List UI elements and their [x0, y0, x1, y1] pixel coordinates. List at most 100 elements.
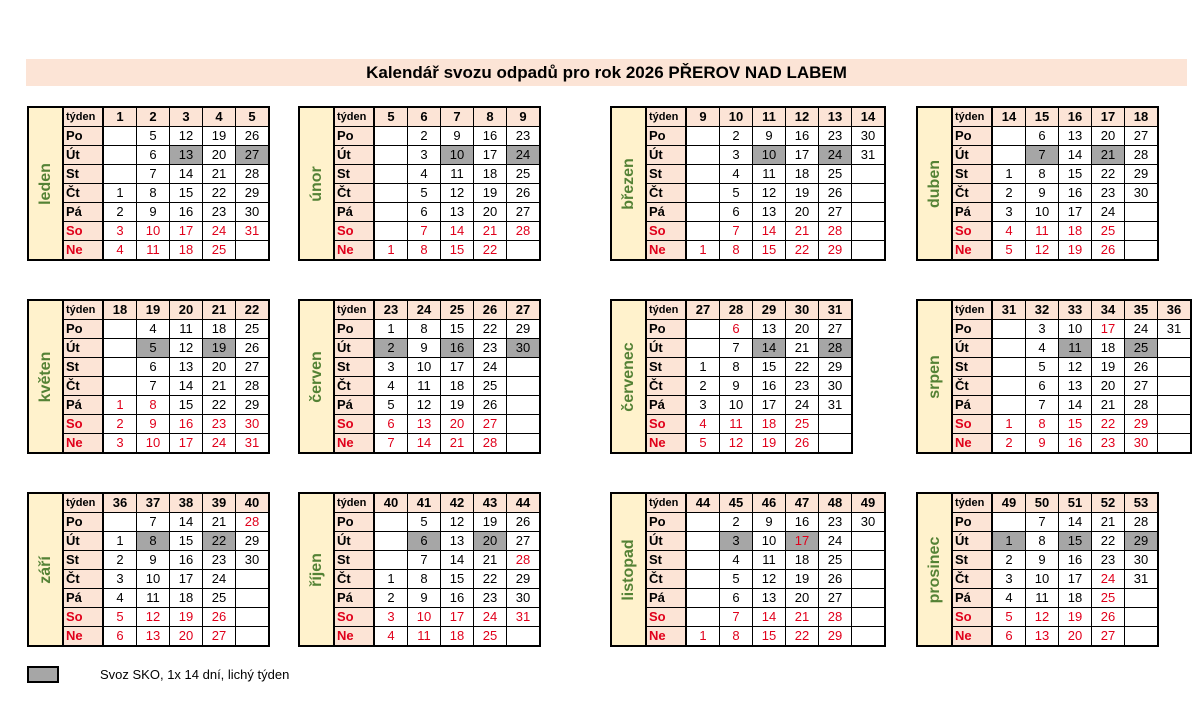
day-cell: 5	[407, 512, 441, 532]
day-name: Pá	[645, 588, 687, 608]
week-number: 48	[818, 492, 852, 513]
day-cell: 3	[102, 221, 137, 241]
day-cell: 5	[407, 183, 441, 203]
day-cell	[373, 531, 408, 551]
day-name: Po	[951, 319, 993, 339]
day-name: So	[951, 414, 993, 434]
day-cell: 14	[407, 433, 441, 454]
day-cell	[373, 126, 408, 146]
week-number: 1	[102, 106, 137, 127]
day-name: Pá	[645, 395, 687, 415]
day-cell: 8	[1025, 414, 1059, 434]
week-number: 41	[407, 492, 441, 513]
day-cell: 4	[685, 414, 720, 434]
month-name: srpen	[925, 354, 943, 399]
month-label: květen	[27, 299, 64, 454]
day-name: Čt	[333, 569, 375, 589]
day-cell: 5	[685, 433, 720, 454]
week-number: 10	[719, 106, 753, 127]
month-label: duben	[916, 106, 953, 261]
day-name: St	[62, 357, 104, 377]
day-cell: 11	[407, 626, 441, 647]
day-cell: 27	[818, 319, 853, 339]
day-cell: 23	[1091, 183, 1125, 203]
month-calendar-0: leden týden 1 2 3 4 5 Po 5 12 19 26 Út 6 13 20 27 St 7 14 21…	[27, 106, 270, 261]
day-cell: 15	[440, 240, 474, 261]
day-cell: 13	[752, 319, 786, 339]
day-cell: 14	[752, 221, 786, 241]
day-cell: 10	[1058, 319, 1092, 339]
week-number: 18	[1124, 106, 1159, 127]
day-name: Ne	[62, 433, 104, 454]
day-cell: 3	[685, 395, 720, 415]
day-cell	[818, 414, 853, 434]
day-name: So	[62, 221, 104, 241]
week-number: 49	[851, 492, 886, 513]
day-cell: 8	[136, 183, 170, 203]
week-number: 29	[752, 299, 786, 320]
day-cell: 21	[202, 164, 236, 184]
day-cell: 1	[102, 395, 137, 415]
month-name: říjen	[307, 552, 325, 587]
day-cell: 27	[506, 531, 541, 551]
day-cell: 17	[169, 569, 203, 589]
day-cell: 27	[473, 414, 507, 434]
day-cell	[235, 626, 270, 647]
day-cell-sko: 16	[440, 338, 474, 358]
week-label: týden	[951, 492, 993, 513]
day-cell: 11	[136, 240, 170, 261]
day-cell: 30	[235, 414, 270, 434]
day-cell: 20	[1091, 376, 1125, 396]
day-name: Út	[62, 531, 104, 551]
day-cell: 16	[473, 126, 507, 146]
day-cell: 2	[102, 414, 137, 434]
day-cell: 16	[169, 202, 203, 222]
day-name: Čt	[62, 569, 104, 589]
day-cell	[506, 357, 541, 377]
day-cell: 11	[136, 588, 170, 608]
day-name: So	[333, 607, 375, 627]
day-name: St	[62, 164, 104, 184]
day-cell: 1	[685, 626, 720, 647]
day-cell: 19	[1091, 357, 1125, 377]
day-cell-sko: 5	[136, 338, 170, 358]
week-number: 12	[785, 106, 819, 127]
day-cell: 15	[169, 395, 203, 415]
day-cell: 12	[136, 607, 170, 627]
day-cell: 18	[440, 626, 474, 647]
day-cell	[1157, 433, 1192, 454]
day-cell: 18	[785, 164, 819, 184]
day-cell: 6	[136, 145, 170, 165]
month-name: duben	[925, 159, 943, 208]
day-name: Út	[62, 145, 104, 165]
day-name: Po	[333, 319, 375, 339]
day-cell: 29	[235, 183, 270, 203]
day-cell: 15	[169, 183, 203, 203]
week-number: 52	[1091, 492, 1125, 513]
month-label: prosinec	[916, 492, 953, 647]
day-cell	[991, 395, 1026, 415]
day-cell: 25	[202, 240, 236, 261]
day-cell-sko: 13	[169, 145, 203, 165]
day-cell-sko: 2	[373, 338, 408, 358]
week-number: 44	[506, 492, 541, 513]
day-cell: 10	[1025, 202, 1059, 222]
day-cell: 3	[373, 607, 408, 627]
day-cell: 30	[1124, 550, 1159, 570]
day-cell: 19	[202, 126, 236, 146]
day-cell	[991, 145, 1026, 165]
month-name: prosinec	[925, 536, 943, 603]
day-cell	[991, 338, 1026, 358]
day-cell: 24	[473, 357, 507, 377]
day-cell: 7	[407, 221, 441, 241]
week-number: 11	[752, 106, 786, 127]
day-cell: 30	[1124, 433, 1158, 454]
day-cell: 9	[136, 202, 170, 222]
week-number: 14	[851, 106, 886, 127]
day-name: Ne	[951, 433, 993, 454]
week-number: 44	[685, 492, 720, 513]
day-cell: 8	[407, 569, 441, 589]
day-cell: 28	[235, 376, 270, 396]
day-cell: 4	[102, 240, 137, 261]
day-cell: 3	[991, 569, 1026, 589]
